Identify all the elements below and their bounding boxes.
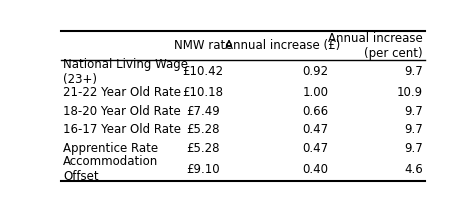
Text: £10.18: £10.18 <box>182 86 223 99</box>
Text: £5.28: £5.28 <box>186 123 219 136</box>
Text: 1.00: 1.00 <box>302 86 328 99</box>
Text: 9.7: 9.7 <box>404 142 423 155</box>
Text: 21-22 Year Old Rate: 21-22 Year Old Rate <box>63 86 181 99</box>
Text: Annual increase
(per cent): Annual increase (per cent) <box>328 32 423 60</box>
Text: 10.9: 10.9 <box>397 86 423 99</box>
Text: 4.6: 4.6 <box>404 163 423 176</box>
Text: £9.10: £9.10 <box>186 163 220 176</box>
Text: Annual increase (£): Annual increase (£) <box>225 39 340 52</box>
Text: National Living Wage
(23+): National Living Wage (23+) <box>63 58 188 86</box>
Text: 0.66: 0.66 <box>302 104 328 118</box>
Text: 0.92: 0.92 <box>302 65 328 78</box>
Text: 9.7: 9.7 <box>404 104 423 118</box>
Text: 0.47: 0.47 <box>302 123 328 136</box>
Text: 16-17 Year Old Rate: 16-17 Year Old Rate <box>63 123 181 136</box>
Text: £5.28: £5.28 <box>186 142 219 155</box>
Text: 0.40: 0.40 <box>302 163 328 176</box>
Text: Accommodation
Offset: Accommodation Offset <box>63 155 158 183</box>
Text: £7.49: £7.49 <box>186 104 220 118</box>
Text: 9.7: 9.7 <box>404 123 423 136</box>
Text: 18-20 Year Old Rate: 18-20 Year Old Rate <box>63 104 181 118</box>
Text: Apprentice Rate: Apprentice Rate <box>63 142 158 155</box>
Text: 9.7: 9.7 <box>404 65 423 78</box>
Text: 0.47: 0.47 <box>302 142 328 155</box>
Text: NMW rate: NMW rate <box>173 39 232 52</box>
Text: £10.42: £10.42 <box>182 65 223 78</box>
